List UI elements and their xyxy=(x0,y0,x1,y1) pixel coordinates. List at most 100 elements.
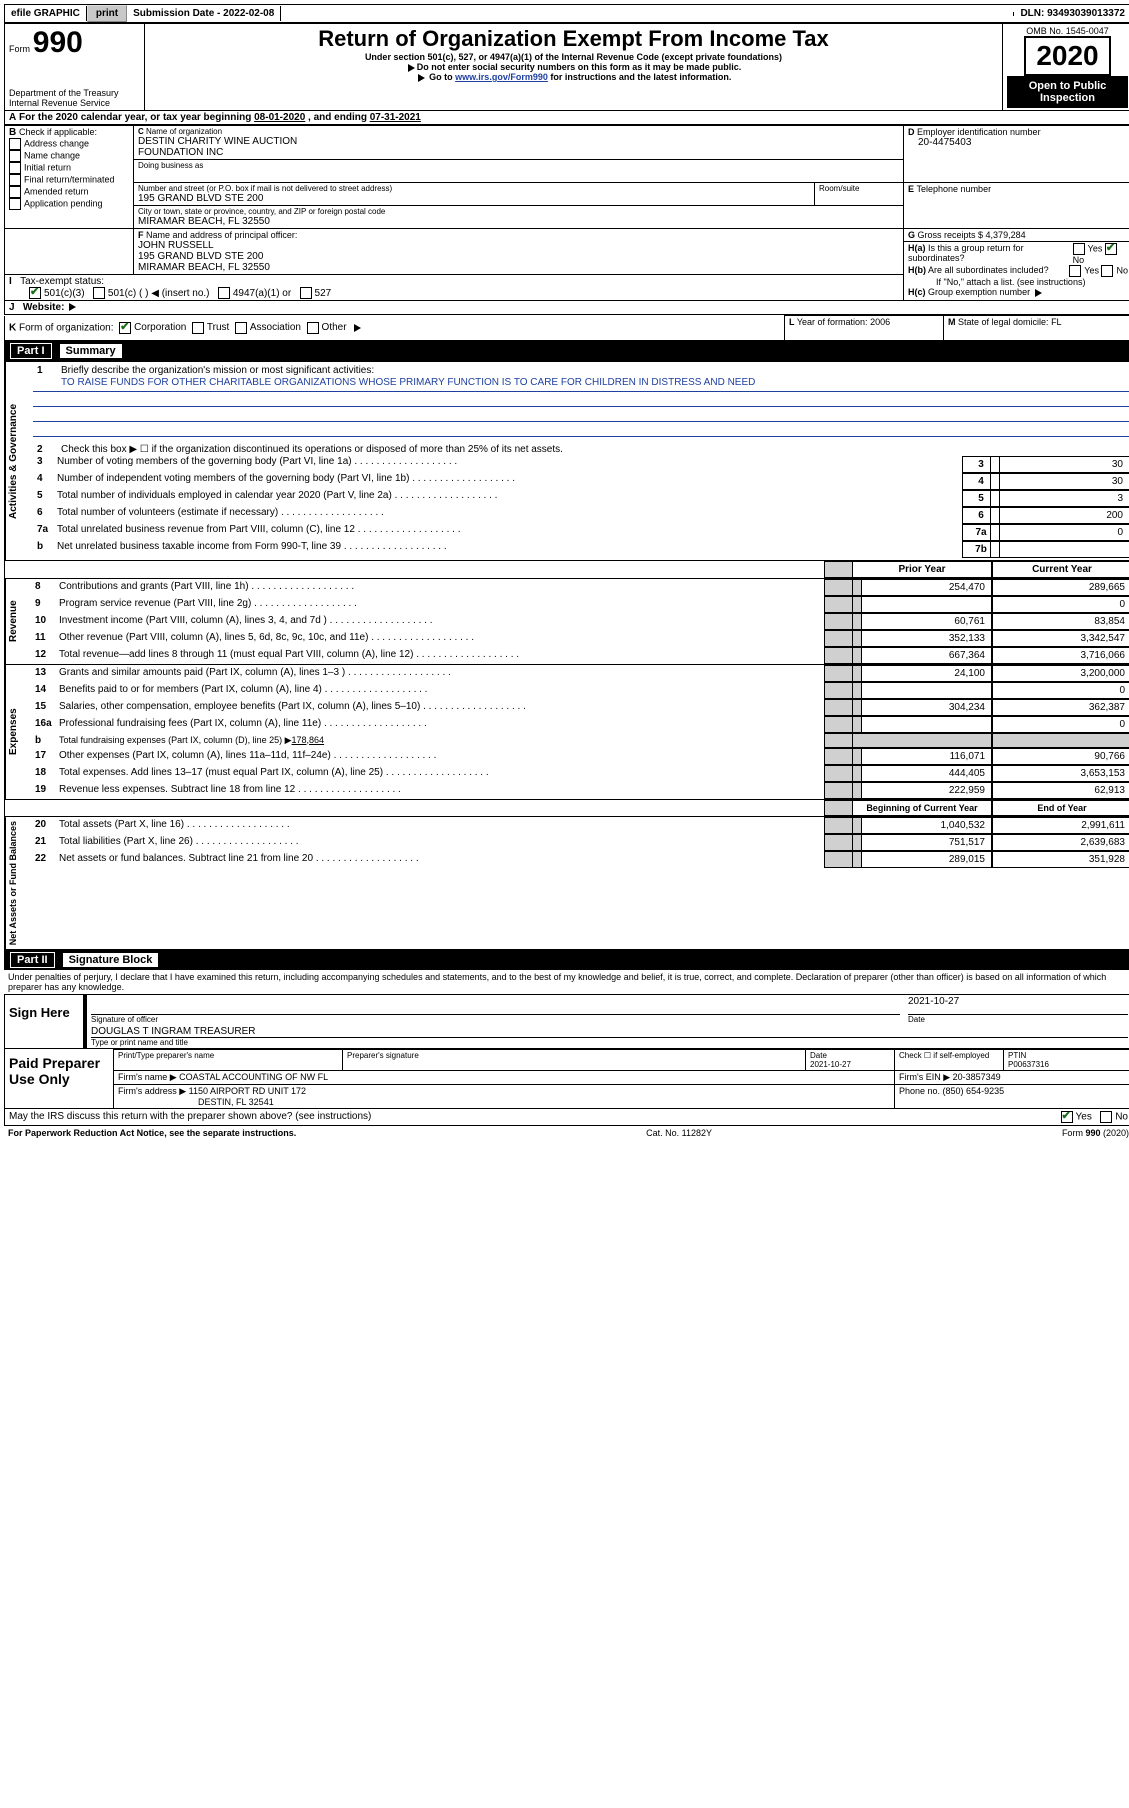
line-9: 9Program service revenue (Part VIII, lin… xyxy=(31,596,1129,613)
room-suite: Room/suite xyxy=(815,183,904,206)
section-c-name: C Name of organization DESTIN CHARITY WI… xyxy=(134,126,904,160)
line-8: 8Contributions and grants (Part VIII, li… xyxy=(31,579,1129,596)
form-number: 990 xyxy=(33,26,83,59)
tax-status-2[interactable]: 4947(a)(1) or xyxy=(218,288,300,299)
org-form-corporation[interactable]: Corporation xyxy=(116,322,189,333)
check-address-change[interactable]: Address change xyxy=(9,138,129,150)
part-2-header: Part II Signature Block xyxy=(4,950,1129,970)
line-19: 19Revenue less expenses. Subtract line 1… xyxy=(31,782,1129,799)
check-initial-return[interactable]: Initial return xyxy=(9,162,129,174)
note-ssn: Do not enter social security numbers on … xyxy=(149,62,998,72)
h-b-yes[interactable] xyxy=(1069,265,1081,277)
form-prefix: Form xyxy=(9,44,30,54)
check-application-pending[interactable]: Application pending xyxy=(9,198,129,210)
line-17: 17Other expenses (Part IX, column (A), l… xyxy=(31,748,1129,765)
h-a-no[interactable] xyxy=(1105,243,1117,255)
section-h: H(a) Is this a group return for subordin… xyxy=(904,242,1129,301)
discuss-yes-checkbox[interactable] xyxy=(1061,1111,1073,1123)
dba: Doing business as xyxy=(134,160,904,183)
form-subtitle: Under section 501(c), 527, or 4947(a)(1)… xyxy=(149,52,998,62)
dept-treasury: Department of the Treasury Internal Reve… xyxy=(9,88,140,108)
section-f-officer: F Name and address of principal officer:… xyxy=(134,229,904,275)
org-form-association[interactable]: Association xyxy=(232,322,304,333)
line-16a: 16aProfessional fundraising fees (Part I… xyxy=(31,716,1129,733)
gov-line-5: 5Total number of individuals employed in… xyxy=(33,490,1129,507)
governance-label: Activities & Governance xyxy=(5,362,31,560)
h-a-yes[interactable] xyxy=(1073,243,1085,255)
note-goto: Go to www.irs.gov/Form990 for instructio… xyxy=(149,72,998,82)
tax-status-1[interactable]: 501(c) ( ) ◀ (insert no.) xyxy=(93,288,218,299)
check-name-change[interactable]: Name change xyxy=(9,150,129,162)
mission-text: TO RAISE FUNDS FOR OTHER CHARITABLE ORGA… xyxy=(33,377,1129,392)
line-22: 22Net assets or fund balances. Subtract … xyxy=(31,851,1129,868)
line-16b: b Total fundraising expenses (Part IX, c… xyxy=(31,733,1129,748)
section-g-gross: G Gross receipts $ 4,379,284 xyxy=(904,229,1129,242)
revenue-label: Revenue xyxy=(5,579,31,664)
sig-date-label: Date xyxy=(908,1015,1128,1024)
org-form-other[interactable]: Other xyxy=(304,322,350,333)
submission-date: Submission Date - 2022-02-08 xyxy=(127,6,281,21)
financial-table: Prior Year Current Year xyxy=(4,561,1129,579)
h-b-no[interactable] xyxy=(1101,265,1113,277)
current-year-header: Current Year xyxy=(992,561,1129,578)
governance-section: Activities & Governance 1Briefly describ… xyxy=(4,361,1129,561)
dln: DLN: 93493039013372 xyxy=(1014,6,1129,21)
top-action-bar: efile GRAPHIC print Submission Date - 20… xyxy=(4,4,1129,23)
omb: OMB No. 1545-0047 xyxy=(1007,26,1128,36)
section-b-checkboxes: B Check if applicable: Address changeNam… xyxy=(5,126,134,229)
discuss-no-checkbox[interactable] xyxy=(1100,1111,1112,1123)
form-title: Return of Organization Exempt From Incom… xyxy=(149,26,998,52)
expenses-label: Expenses xyxy=(5,665,31,799)
triangle-icon xyxy=(408,64,415,72)
sig-officer-label: Signature of officer xyxy=(91,1015,900,1024)
address-street: Number and street (or P.O. box if mail i… xyxy=(134,183,815,206)
section-e-phone: E Telephone number xyxy=(904,183,1129,229)
triangle-icon xyxy=(69,303,76,311)
sign-here-block: Sign Here Signature of officer 2021-10-2… xyxy=(4,994,1129,1049)
boy-header: Beginning of Current Year xyxy=(852,800,992,816)
line-14: 14Benefits paid to or for members (Part … xyxy=(31,682,1129,699)
line-15: 15Salaries, other compensation, employee… xyxy=(31,699,1129,716)
line-13: 13Grants and similar amounts paid (Part … xyxy=(31,665,1129,682)
open-to-public: Open to Public Inspection xyxy=(1007,76,1128,108)
footer: For Paperwork Reduction Act Notice, see … xyxy=(4,1126,1129,1140)
print-button[interactable]: print xyxy=(87,5,127,22)
org-form-trust[interactable]: Trust xyxy=(189,322,232,333)
section-i-tax-status: I Tax-exempt status: 501(c)(3) 501(c) ( … xyxy=(5,275,904,301)
line-11: 11Other revenue (Part VIII, column (A), … xyxy=(31,630,1129,647)
gov-line-3: 3Number of voting members of the governi… xyxy=(33,456,1129,473)
discuss-row: May the IRS discuss this return with the… xyxy=(4,1109,1129,1126)
line-21: 21Total liabilities (Part X, line 26) 75… xyxy=(31,834,1129,851)
section-j-website: J Website: xyxy=(5,301,1129,315)
part-1-header: Part I Summary xyxy=(4,341,1129,361)
triangle-icon xyxy=(1035,289,1042,297)
line-12: 12Total revenue—add lines 8 through 11 (… xyxy=(31,647,1129,664)
tax-status-0[interactable]: 501(c)(3) xyxy=(29,288,93,299)
check-amended-return[interactable]: Amended return xyxy=(9,186,129,198)
netassets-label: Net Assets or Fund Balances xyxy=(5,817,31,949)
address-city: City or town, state or province, country… xyxy=(134,206,904,229)
gov-line-4: 4Number of independent voting members of… xyxy=(33,473,1129,490)
gov-line-7a: 7aTotal unrelated business revenue from … xyxy=(33,524,1129,541)
gov-line-7b: bNet unrelated business taxable income f… xyxy=(33,541,1129,558)
line-18: 18Total expenses. Add lines 13–17 (must … xyxy=(31,765,1129,782)
tax-status-3[interactable]: 527 xyxy=(300,288,340,299)
section-a-tax-year: A For the 2020 calendar year, or tax yea… xyxy=(4,111,1129,125)
triangle-icon xyxy=(418,74,425,82)
expenses-section: Expenses 13Grants and similar amounts pa… xyxy=(4,665,1129,800)
section-d-ein: D Employer identification number 20-4475… xyxy=(904,126,1129,183)
line-20: 20Total assets (Part X, line 16) 1,040,5… xyxy=(31,817,1129,834)
paid-preparer-block: Paid Preparer Use Only Print/Type prepar… xyxy=(4,1049,1129,1109)
tax-year: 2020 xyxy=(1024,36,1110,76)
prior-year-header: Prior Year xyxy=(852,561,992,578)
signer-name: DOUGLAS T INGRAM TREASURER xyxy=(91,1026,1128,1038)
netassets-section: Net Assets or Fund Balances 20Total asse… xyxy=(4,817,1129,950)
check-final-return-terminated[interactable]: Final return/terminated xyxy=(9,174,129,186)
irs-link[interactable]: www.irs.gov/Form990 xyxy=(455,72,548,82)
eoy-header: End of Year xyxy=(992,800,1129,816)
line-10: 10Investment income (Part VIII, column (… xyxy=(31,613,1129,630)
triangle-icon xyxy=(354,324,361,332)
efile-label: efile GRAPHIC xyxy=(5,6,87,21)
section-klm: K Form of organization: Corporation Trus… xyxy=(4,315,1129,341)
penalties-text: Under penalties of perjury, I declare th… xyxy=(4,970,1129,994)
